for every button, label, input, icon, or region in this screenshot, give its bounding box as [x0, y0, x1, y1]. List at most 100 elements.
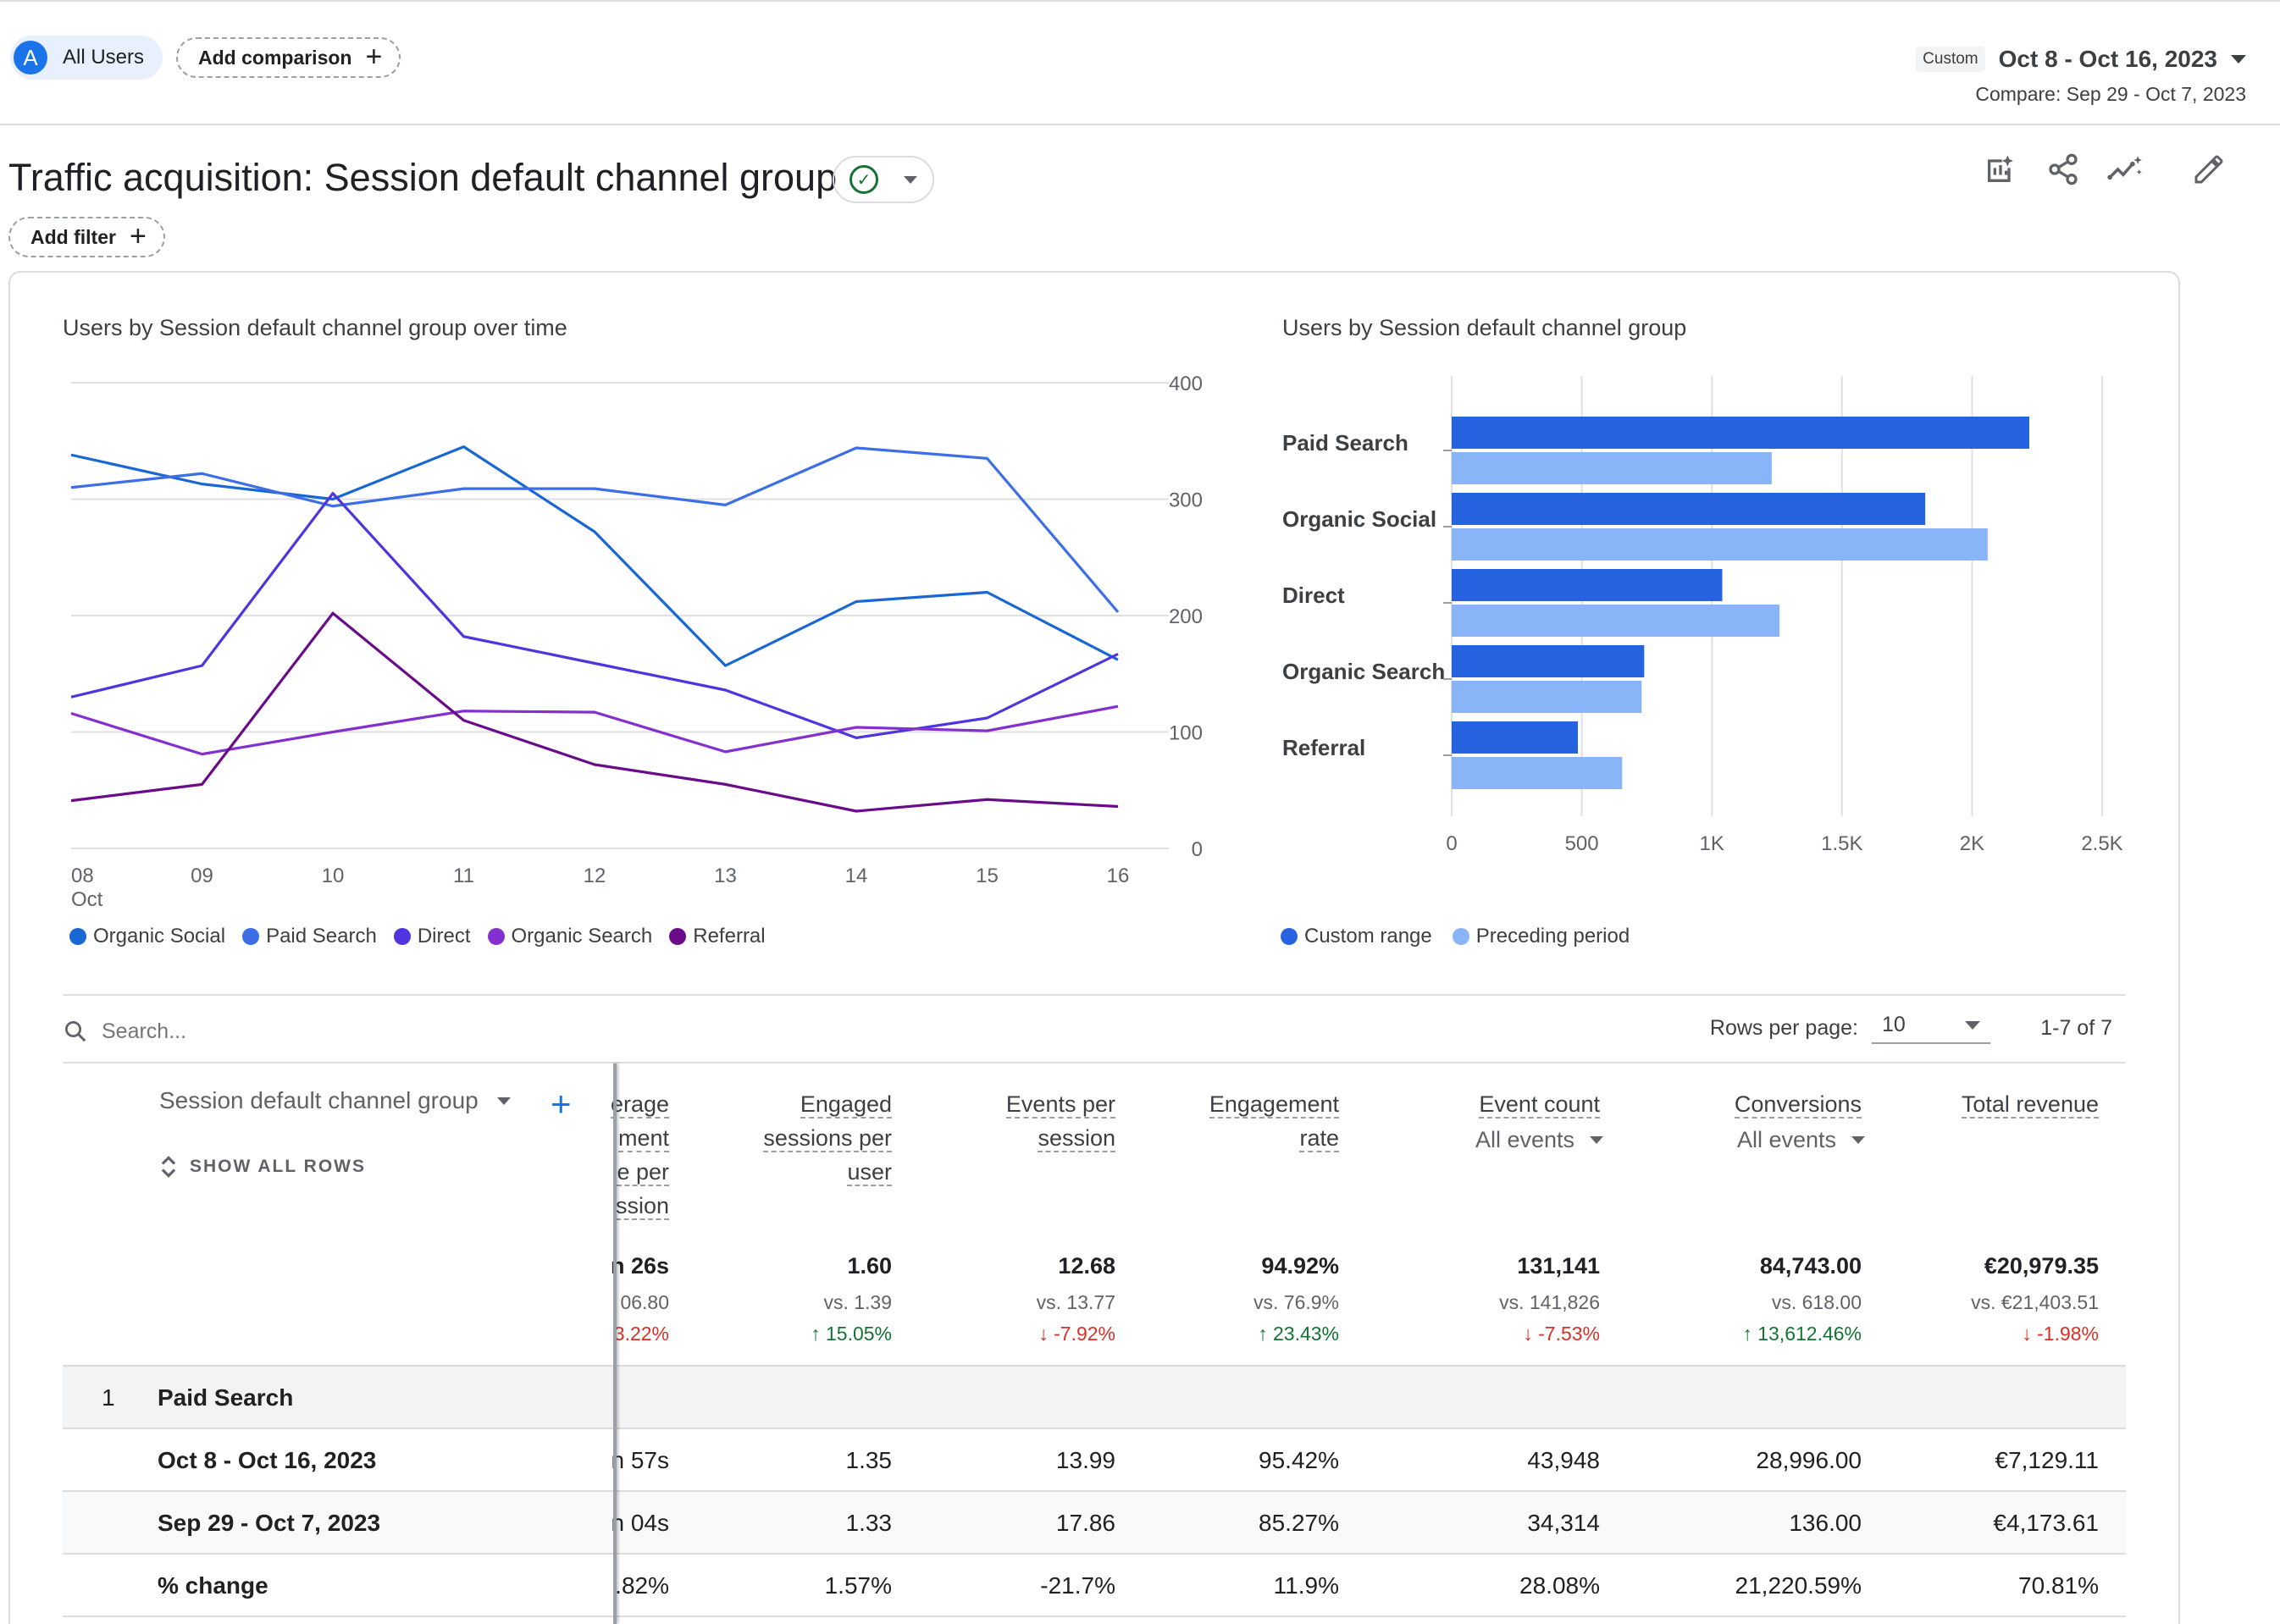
- insights-icon[interactable]: [2107, 149, 2144, 190]
- column-header[interactable]: Engaged sessions per user: [706, 1087, 892, 1189]
- legend-item[interactable]: Referral: [669, 925, 766, 948]
- series-line-organic-social[interactable]: [70, 445, 1119, 667]
- segment-label: All Users: [63, 46, 145, 69]
- total-compare-value: vs. 141,826: [1499, 1291, 1600, 1313]
- report-status-dropdown[interactable]: ✓: [833, 156, 934, 203]
- x-tick-label: 2.5K: [2081, 832, 2122, 855]
- row-dimension-label: Sep 29 - Oct 7, 2023: [158, 1510, 381, 1536]
- table-cell: 136.00: [1789, 1510, 1862, 1536]
- rows-per-page-value: 10: [1882, 1013, 1906, 1036]
- add-filter-button[interactable]: Add filter +: [8, 217, 165, 257]
- bar-direct-preceding-period[interactable]: [1452, 605, 1780, 637]
- column-header[interactable]: erage ment e per ssion: [559, 1087, 669, 1223]
- table-cell: 1.33: [845, 1510, 893, 1536]
- row-dimension-label: Paid Search: [158, 1384, 294, 1411]
- column-header[interactable]: Total revenue: [1895, 1087, 2099, 1121]
- column-header-line: ment: [559, 1121, 669, 1155]
- total-compare-value: vs. 618.00: [1771, 1291, 1862, 1313]
- column-header-text: Total revenue: [1961, 1091, 2099, 1119]
- add-dimension-button[interactable]: +: [551, 1084, 572, 1124]
- table-cell: 1.35: [845, 1447, 893, 1473]
- series-line-paid-search[interactable]: [70, 446, 1120, 613]
- chevron-down-icon: [1965, 1020, 1980, 1030]
- legend-item[interactable]: Organic Social: [69, 925, 225, 948]
- column-header-text: Engagement: [1209, 1091, 1339, 1119]
- bar-direct-custom-range[interactable]: [1452, 569, 1723, 601]
- legend-item[interactable]: Paid Search: [242, 925, 377, 948]
- legend-item[interactable]: Preceding period: [1452, 925, 1630, 948]
- column-header[interactable]: Events per session: [963, 1087, 1115, 1155]
- page-title: Traffic acquisition: Session default cha…: [8, 156, 838, 199]
- bar-organic-social-preceding-period[interactable]: [1452, 528, 1988, 561]
- column-header-line: session: [963, 1121, 1115, 1155]
- bar-chart-legend: Custom range Preceding period: [1281, 925, 1633, 948]
- totals-cell: 12.68 vs. 13.77 ↓ -7.92%: [963, 1253, 1115, 1345]
- totals-cell: 1.60 vs. 1.39 ↑ 15.05%: [706, 1253, 892, 1345]
- row-dimension-label: Oct 8 - Oct 16, 2023: [158, 1447, 377, 1473]
- legend-item[interactable]: Organic Search: [487, 925, 652, 948]
- table-cell: .82%: [615, 1572, 669, 1599]
- search-input[interactable]: [102, 1019, 610, 1044]
- total-value: 94.92%: [1261, 1253, 1339, 1279]
- line-chart-legend: Organic Social Paid Search Direct Organic S…: [69, 925, 766, 948]
- column-header[interactable]: Event count All events: [1397, 1087, 1603, 1157]
- top-bar: A All Users Add comparison + Custom Oct …: [0, 0, 2280, 125]
- total-change: ↓ -1.98%: [2022, 1323, 2099, 1345]
- x-tick-label: 10: [322, 864, 345, 887]
- table-group-row[interactable]: 1 Paid Search: [63, 1365, 2126, 1428]
- column-header-text: sessions per: [763, 1125, 892, 1152]
- totals-cell: 84,743.00 vs. 618.00 ↑ 13,612.46%: [1658, 1253, 1862, 1345]
- table-row[interactable]: Sep 29 - Oct 7, 2023 n 04s 1.33 17.86 85.27%…: [63, 1490, 2126, 1553]
- rows-per-page-label: Rows per page:: [1709, 1016, 1858, 1040]
- table-row[interactable]: % change .82% 1.57% -21.7% 11.9% 28.08% 21,220…: [63, 1553, 2126, 1616]
- dimension-selector[interactable]: Session default channel group: [159, 1087, 511, 1114]
- series-line-referral[interactable]: [70, 611, 1119, 813]
- table-cell: n 04s: [611, 1510, 670, 1536]
- add-comparison-button[interactable]: Add comparison +: [176, 37, 401, 78]
- bar-organic-search-custom-range[interactable]: [1452, 645, 1645, 677]
- add-filter-label: Add filter: [30, 225, 116, 248]
- x-tick-label: 14: [845, 864, 868, 887]
- column-header-line: Engaged: [706, 1087, 892, 1121]
- column-header-text: rate: [1299, 1125, 1339, 1152]
- date-range-picker[interactable]: Custom Oct 8 - Oct 16, 2023: [1916, 46, 2246, 73]
- event-selector[interactable]: All events: [1397, 1123, 1603, 1157]
- column-header-line: user: [706, 1155, 892, 1189]
- total-value: 84,743.00: [1759, 1253, 1862, 1279]
- series-line-organic-search[interactable]: [70, 704, 1119, 756]
- x-tick-label: 500: [1565, 832, 1599, 855]
- series-line-direct[interactable]: [70, 492, 1119, 739]
- legend-swatch: [393, 928, 411, 945]
- table-cell: 34,314: [1527, 1510, 1600, 1536]
- table-cell: 70.81%: [2018, 1572, 2099, 1599]
- event-selector[interactable]: All events: [1658, 1123, 1865, 1157]
- total-change: 3.22%: [613, 1323, 669, 1345]
- bar-paid-search-preceding-period[interactable]: [1452, 452, 1772, 484]
- customize-report-icon[interactable]: [1982, 149, 2019, 190]
- total-value: 131,141: [1517, 1253, 1600, 1279]
- table-cell: €7,129.11: [1995, 1447, 2100, 1473]
- table-search[interactable]: [63, 1006, 2126, 1057]
- category-label: Organic Social: [1282, 506, 1436, 532]
- column-header[interactable]: Conversions All events: [1658, 1087, 1865, 1157]
- share-icon[interactable]: [2045, 149, 2082, 190]
- plus-icon: +: [129, 219, 147, 252]
- column-header[interactable]: Engagement rate: [1170, 1087, 1339, 1155]
- legend-item[interactable]: Direct: [393, 925, 471, 948]
- legend-item[interactable]: Custom range: [1281, 925, 1432, 948]
- show-all-rows-button[interactable]: SHOW ALL ROWS: [159, 1153, 366, 1180]
- x-tick-label: 11: [453, 864, 474, 887]
- bar-referral-preceding-period[interactable]: [1452, 757, 1623, 789]
- rows-per-page-select[interactable]: 10: [1872, 1013, 1990, 1044]
- segment-chip-all-users[interactable]: A All Users: [10, 36, 163, 80]
- table-row[interactable]: Oct 8 - Oct 16, 2023 n 57s 1.35 13.99 95.42%…: [63, 1428, 2126, 1490]
- bar-organic-social-custom-range[interactable]: [1452, 493, 1926, 525]
- column-header-text: Event count: [1479, 1091, 1600, 1119]
- bar-paid-search-custom-range[interactable]: [1452, 417, 2029, 449]
- edit-icon[interactable]: [2190, 149, 2227, 190]
- x-tick-label: 1K: [1700, 832, 1724, 855]
- bar-referral-custom-range[interactable]: [1452, 721, 1578, 754]
- column-header-line: ssion: [559, 1189, 669, 1223]
- column-header-line: sessions per: [706, 1121, 892, 1155]
- bar-organic-search-preceding-period[interactable]: [1452, 681, 1642, 713]
